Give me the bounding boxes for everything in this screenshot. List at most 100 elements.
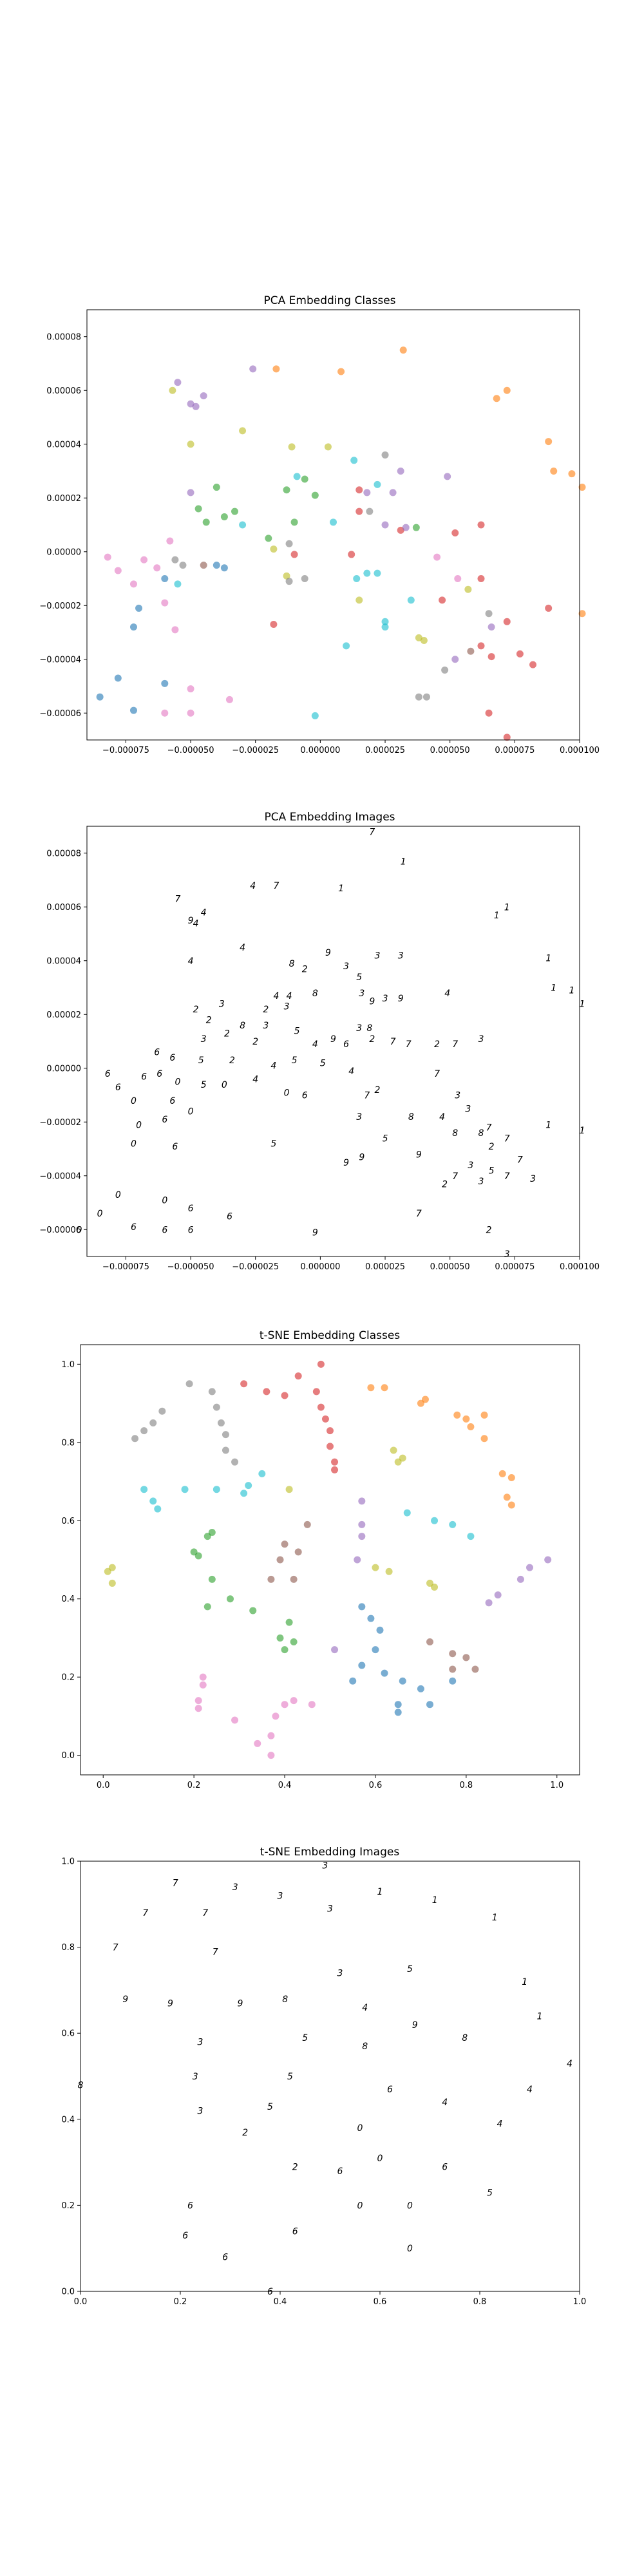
scatter-point <box>200 562 207 569</box>
scatter-point <box>449 1650 457 1658</box>
digit-marker: 2 <box>489 1142 495 1152</box>
scatter-point <box>174 379 182 386</box>
scatter-point <box>281 1540 289 1548</box>
digit-marker: 6 <box>141 1072 147 1082</box>
scatter-point <box>354 1556 361 1564</box>
digit-marker: 9 <box>398 994 404 1004</box>
scatter-point <box>381 1669 388 1677</box>
scatter-point <box>381 521 389 529</box>
scatter-point <box>331 1458 339 1466</box>
digit-marker: 0 <box>188 1107 194 1117</box>
scatter-point <box>578 610 586 618</box>
scatter-point <box>285 1486 293 1493</box>
digit-marker: 2 <box>229 1056 235 1066</box>
scatter-point <box>208 1528 216 1536</box>
digit-marker: 1 <box>432 1895 438 1906</box>
digit-marker: 4 <box>201 908 207 918</box>
scatter-point <box>270 620 278 628</box>
scatter-point <box>449 1665 457 1673</box>
scatter-point <box>485 1599 493 1607</box>
scatter-point <box>399 346 407 354</box>
scatter-point <box>488 653 495 661</box>
digit-marker: 8 <box>452 1128 458 1139</box>
scatter-point <box>464 585 472 593</box>
digit-marker: 7 <box>390 1037 396 1047</box>
digit-marker: 5 <box>294 1026 300 1036</box>
digit-marker: 6 <box>172 1142 178 1152</box>
digit-marker: 3 <box>530 1174 536 1184</box>
digit-marker: 6 <box>105 1069 111 1079</box>
digit-marker: 0 <box>357 2201 363 2211</box>
scatter-point <box>467 1533 475 1540</box>
digit-marker: 3 <box>504 1249 510 1260</box>
digit-marker: 1 <box>494 911 500 921</box>
scatter-point <box>321 1415 329 1423</box>
y-tick-label: 0.00006 <box>46 386 81 396</box>
digit-marker: 0 <box>131 1139 137 1150</box>
x-tick-label: 0.2 <box>174 2297 187 2307</box>
scatter-point <box>480 1411 488 1419</box>
scatter-point <box>171 626 179 634</box>
x-tick-label: 0.6 <box>374 2297 387 2307</box>
scatter-point <box>394 1709 402 1716</box>
scatter-point <box>503 618 511 625</box>
scatter-point <box>158 1407 166 1415</box>
scatter-point <box>454 575 462 582</box>
digit-marker: 5 <box>407 1964 413 1975</box>
digit-marker: 3 <box>278 1891 283 1901</box>
digit-marker: 3 <box>322 1861 328 1871</box>
digit-marker: 4 <box>497 2119 503 2129</box>
digit-marker: 5 <box>320 1058 326 1068</box>
chart-tsne-classes: t-SNE Embedding Classes 0.0 0.2 0.4 0.6 0.8 1… <box>61 1329 580 1790</box>
x-tick-label: 0.000000 <box>300 1262 340 1272</box>
scatter-point <box>129 706 137 714</box>
scatter-point <box>420 637 428 645</box>
digit-marker: 7 <box>213 1947 218 1957</box>
scatter-point <box>194 505 202 513</box>
digit-marker: 4 <box>442 2098 448 2108</box>
digit-marker: 1 <box>580 999 585 1010</box>
scatter-point <box>161 709 169 717</box>
digit-marker: 8 <box>240 1021 245 1031</box>
scatter-point <box>199 1681 207 1689</box>
digit-marker: 6 <box>302 1091 308 1101</box>
scatter-point <box>293 473 301 480</box>
scatter-point <box>526 1564 533 1571</box>
digit-marker: 3 <box>455 1091 460 1101</box>
scatter-point <box>477 521 485 529</box>
digit-marker: 7 <box>416 1209 422 1219</box>
digit-marker: 6 <box>292 2226 298 2237</box>
scatter-point <box>426 1701 433 1709</box>
scatter-point <box>249 365 257 373</box>
scatter-point <box>231 1458 239 1466</box>
digit-marker: 5 <box>287 2072 293 2082</box>
scatter-point <box>263 1388 270 1396</box>
digit-marker: 6 <box>227 1211 232 1222</box>
digit-marker: 2 <box>292 2162 298 2172</box>
digit-marker: 3 <box>232 1882 238 1893</box>
y-tick-label: 0.4 <box>61 2115 75 2125</box>
scatter-point <box>140 1427 148 1435</box>
digit-marker: 4 <box>287 991 292 1001</box>
digit-marker: 0 <box>131 1096 137 1106</box>
scatter-point <box>231 507 238 515</box>
scatter-point <box>213 562 220 569</box>
plot-frame <box>80 1861 580 2292</box>
scatter-point <box>281 1646 289 1654</box>
scatter-point <box>317 1403 325 1411</box>
scatter-points <box>96 346 586 741</box>
scatter-point <box>174 580 182 588</box>
digit-marker: 3 <box>219 999 225 1010</box>
digit-marker: 6 <box>169 1053 175 1063</box>
scatter-point <box>488 623 495 631</box>
plot-frame <box>86 309 580 741</box>
digit-marker: 6 <box>169 1096 175 1106</box>
digit-marker: 2 <box>369 1034 375 1045</box>
x-tick-label: 0.000000 <box>300 746 340 755</box>
digit-marker: 9 <box>412 2020 418 2031</box>
scatter-point <box>140 1486 148 1493</box>
scatter-point <box>394 1701 402 1709</box>
digit-marker: 0 <box>284 1088 290 1098</box>
